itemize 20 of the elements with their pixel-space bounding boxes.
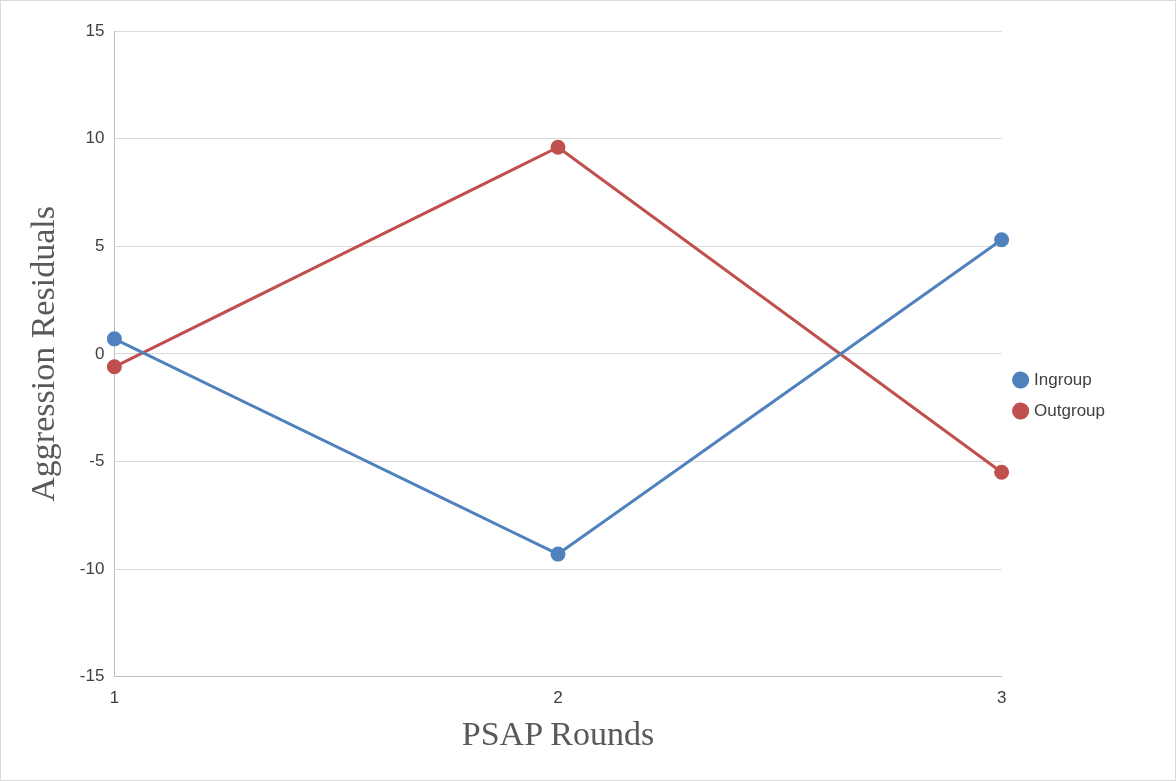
legend-label: Outgroup bbox=[1034, 400, 1106, 420]
y-tick-label: -10 bbox=[79, 558, 105, 578]
y-tick-label: 5 bbox=[94, 235, 105, 255]
y-tick-label: -5 bbox=[89, 451, 105, 471]
y-tick-label: 10 bbox=[85, 128, 105, 148]
point bbox=[550, 139, 566, 155]
point bbox=[994, 464, 1010, 480]
point bbox=[994, 232, 1010, 248]
y-tick-label: 15 bbox=[85, 20, 105, 40]
x-axis-title: PSAP Rounds bbox=[461, 714, 655, 752]
point bbox=[106, 331, 122, 347]
legend-label: Ingroup bbox=[1034, 369, 1092, 389]
point bbox=[550, 546, 566, 562]
x-tick-label: 2 bbox=[553, 687, 563, 707]
y-axis-title: Aggression Residuals bbox=[24, 206, 62, 502]
x-tick-label: 1 bbox=[109, 687, 120, 707]
x-tick-label: 3 bbox=[996, 687, 1007, 707]
y-tick-label: -15 bbox=[79, 666, 105, 686]
point bbox=[106, 359, 122, 375]
y-tick-label: 0 bbox=[94, 343, 105, 363]
